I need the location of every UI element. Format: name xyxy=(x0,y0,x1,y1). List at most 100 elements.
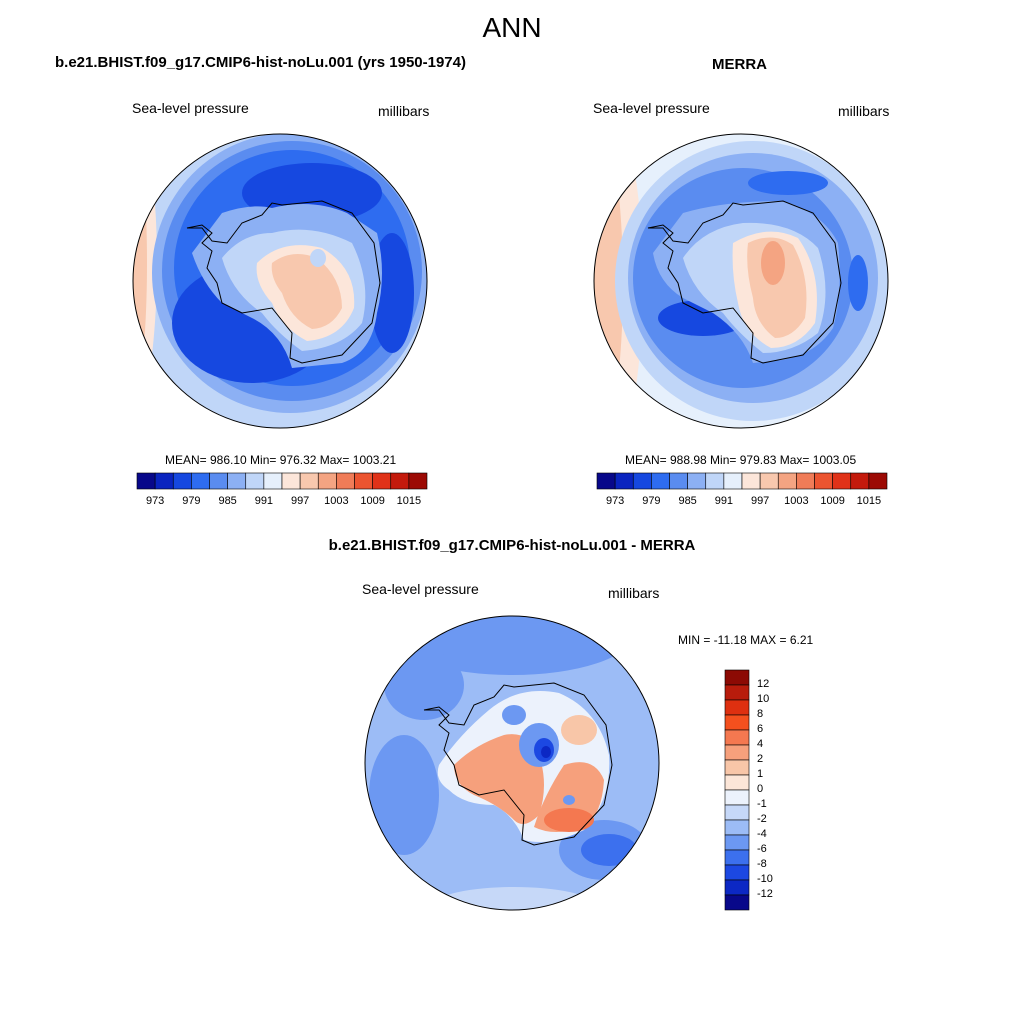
panel2-colorbar-swatch xyxy=(596,472,616,490)
panel3-colorbar-swatch xyxy=(724,759,750,776)
panel1-colorbar-labels: 973 979 985 991 997 1003 1009 1015 xyxy=(137,495,427,509)
panel3-colorbar-swatch xyxy=(724,699,750,716)
panel3-colorbar-swatch xyxy=(724,804,750,821)
panel2-colorbar-tick-label: 973 xyxy=(605,495,625,507)
panel3-colorbar-swatch xyxy=(724,834,750,851)
panel2-colorbar-labels: 973 979 985 991 997 1003 1009 1015 xyxy=(597,495,887,509)
panel1-colorbar-tick-label: 997 xyxy=(290,495,310,507)
panel1-case-title: b.e21.BHIST.f09_g17.CMIP6-hist-noLu.001 … xyxy=(55,54,466,71)
panel2-colorbar-swatch xyxy=(632,472,652,490)
panel1-colorbar-swatch xyxy=(136,472,156,490)
panel2-colorbar-tick-label: 979 xyxy=(642,495,661,507)
panel2-colorbar-swatch xyxy=(723,472,743,490)
panel1-colorbar-swatch xyxy=(390,472,410,490)
panel2-colorbar-swatch xyxy=(850,472,870,490)
panel3-colorbar-tick-label: -2 xyxy=(757,813,767,825)
panel1-variable-label: Sea-level pressure xyxy=(132,100,249,116)
panel1-colorbar-swatch xyxy=(245,472,265,490)
panel2-colorbar-tick-label: 1003 xyxy=(784,495,809,507)
panel1-colorbar-tick-label: 1015 xyxy=(396,495,422,507)
panel2-units-label: millibars xyxy=(838,103,890,119)
panel1-colorbar-swatch xyxy=(209,472,228,490)
panel3-colorbar xyxy=(724,669,750,911)
panel3-colorbar-labels: 12 10 8 6 4 2 1 0 -1 -2 -4 -6 -8 -10 -12 xyxy=(757,670,797,910)
panel2-colorbar xyxy=(596,472,888,490)
panel3-case-title: b.e21.BHIST.f09_g17.CMIP6-hist-noLu.001 … xyxy=(328,537,696,554)
panel3-colorbar-tick-label: -6 xyxy=(757,843,767,855)
panel2-colorbar-swatch xyxy=(868,472,888,490)
main-title: ANN xyxy=(482,12,542,43)
panel3-colorbar-swatch xyxy=(724,714,750,731)
panel3-colorbar-swatch xyxy=(724,774,750,791)
panel2-colorbar-tick-label: 991 xyxy=(714,495,734,507)
panel3-colorbar-swatch xyxy=(724,864,750,881)
panel1-colorbar-swatch xyxy=(372,472,392,490)
panel1-colorbar-swatch xyxy=(299,472,319,490)
panel3-colorbar-swatch xyxy=(724,879,750,896)
panel1-colorbar-swatch xyxy=(263,472,283,490)
panel3-colorbar-swatch xyxy=(724,669,750,686)
panel3-colorbar-tick-label: -8 xyxy=(757,858,767,870)
panel1-colorbar-swatch xyxy=(191,472,210,490)
panel1-colorbar xyxy=(136,472,428,490)
panel1-colorbar-swatch xyxy=(281,472,301,490)
panel3-colorbar-tick-label: 10 xyxy=(757,693,770,705)
panel2-variable-label: Sea-level pressure xyxy=(593,100,710,116)
panel3-colorbar-tick-label: 8 xyxy=(757,708,764,720)
panel1-colorbar-swatch xyxy=(154,472,174,490)
panel1-colorbar-tick-label: 1009 xyxy=(360,495,385,507)
panel1-colorbar-swatch xyxy=(227,472,247,490)
panel3-colorbar-tick-label: 2 xyxy=(757,753,764,765)
panel2-colorbar-swatch xyxy=(669,472,688,490)
panel1-colorbar-swatch xyxy=(408,472,428,490)
panel2-colorbar-swatch xyxy=(687,472,707,490)
panel3-colorbar-swatch xyxy=(724,789,750,806)
panel1-colorbar-tick-label: 985 xyxy=(218,495,237,507)
panel2-colorbar-swatch xyxy=(814,472,833,490)
panel2-polar-map xyxy=(593,133,889,429)
panel3-colorbar-tick-label: 12 xyxy=(757,678,770,690)
panel3-polar-map xyxy=(364,615,660,911)
panel2-colorbar-swatch xyxy=(759,472,779,490)
panel1-colorbar-swatch xyxy=(172,472,192,490)
panel3-variable-label: Sea-level pressure xyxy=(362,581,479,597)
panel3-colorbar-swatch xyxy=(724,819,750,836)
panel2-stats: MEAN= 988.98 Min= 979.83 Max= 1003.05 xyxy=(625,453,857,467)
panel1-colorbar-swatch xyxy=(354,472,373,490)
panel2-colorbar-swatch xyxy=(705,472,725,490)
panel3-units-label: millibars xyxy=(608,585,660,601)
panel3-stats: MIN = -11.18 MAX = 6.21 xyxy=(678,633,814,647)
panel1-stats: MEAN= 986.10 Min= 976.32 Max= 1003.21 xyxy=(165,453,397,467)
panel1-colorbar-swatch xyxy=(336,472,355,490)
panel2-colorbar-tick-label: 985 xyxy=(678,495,697,507)
panel3-colorbar-tick-label: 1 xyxy=(757,768,764,780)
panel1-units-label: millibars xyxy=(378,103,430,119)
panel2-colorbar-swatch xyxy=(832,472,852,490)
panel2-colorbar-swatch xyxy=(741,472,761,490)
panel1-colorbar-tick-label: 973 xyxy=(145,495,165,507)
panel2-colorbar-swatch xyxy=(796,472,815,490)
panel1-colorbar-tick-label: 991 xyxy=(254,495,274,507)
panel1-colorbar-tick-label: 1003 xyxy=(324,495,349,507)
panel2-colorbar-tick-label: 1015 xyxy=(856,495,882,507)
panel3-colorbar-tick-label: 4 xyxy=(757,738,764,750)
panel2-case-title: MERRA xyxy=(712,56,767,73)
panel3-colorbar-swatch xyxy=(724,849,750,866)
panel3-colorbar-tick-label: -12 xyxy=(757,888,773,900)
panel2-colorbar-swatch xyxy=(651,472,670,490)
panel3-colorbar-swatch xyxy=(724,684,750,701)
panel3-colorbar-tick-label: -10 xyxy=(757,873,773,885)
panel1-colorbar-tick-label: 979 xyxy=(182,495,201,507)
panel1-polar-map xyxy=(132,133,428,429)
panel3-colorbar-tick-label: -1 xyxy=(757,798,767,810)
panel2-colorbar-tick-label: 1009 xyxy=(820,495,845,507)
panel3-colorbar-tick-label: 0 xyxy=(757,783,764,795)
panel1-colorbar-swatch xyxy=(317,472,337,490)
panel2-colorbar-tick-label: 997 xyxy=(750,495,770,507)
panel3-colorbar-swatch xyxy=(724,729,750,746)
panel2-colorbar-swatch xyxy=(777,472,797,490)
panel2-colorbar-swatch xyxy=(614,472,634,490)
panel3-colorbar-tick-label: 6 xyxy=(757,723,764,735)
panel3-colorbar-swatch xyxy=(724,894,750,911)
panel3-colorbar-tick-label: -4 xyxy=(757,828,767,840)
